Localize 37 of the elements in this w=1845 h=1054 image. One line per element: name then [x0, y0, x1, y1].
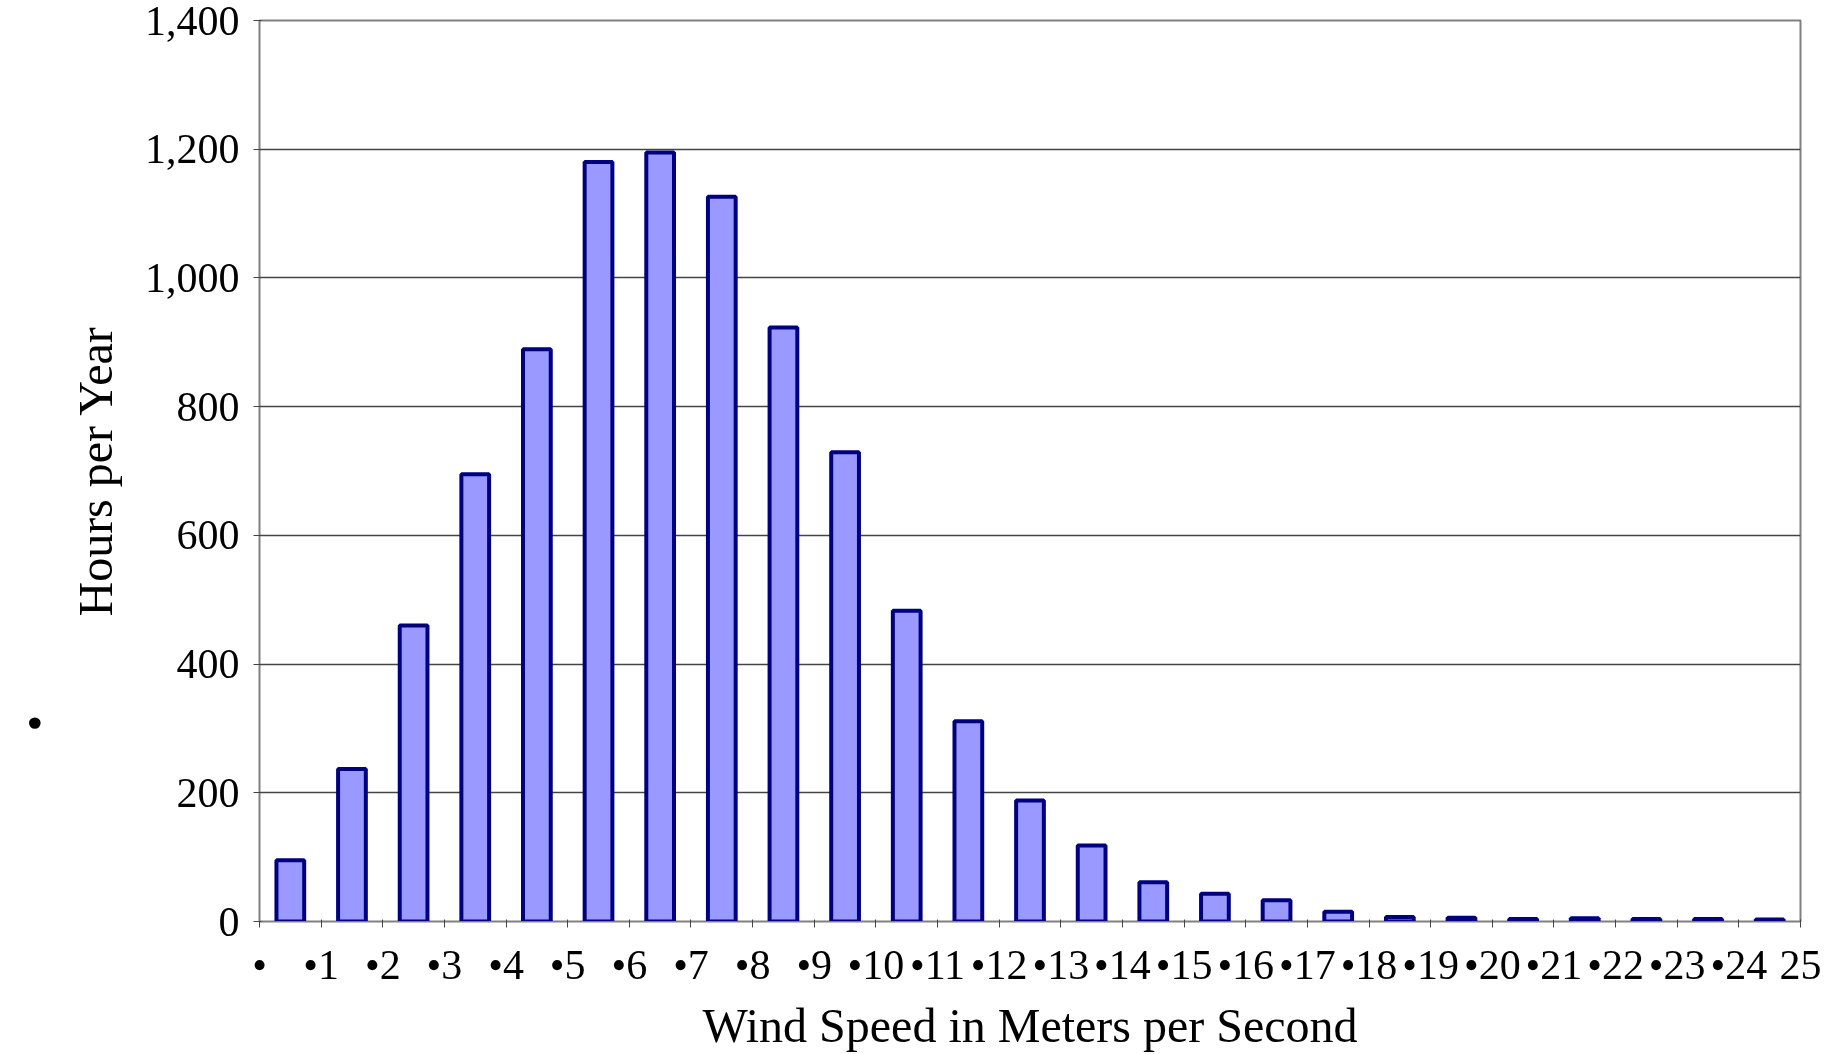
x-tick-label: •11 — [909, 941, 966, 988]
text: • — [7, 714, 61, 732]
x-tick-label: •22 — [1587, 941, 1644, 988]
y-tick-label: 400 — [176, 641, 240, 688]
y-tick-label: 1,200 — [145, 126, 240, 173]
x-axis-title: Wind Speed in Meters per Second — [702, 998, 1358, 1052]
x-tick-label: 25 — [1779, 941, 1822, 988]
x-tick-label: •18 — [1340, 941, 1398, 988]
x-tick-label: • — [252, 941, 267, 988]
y-tick-label: 1,400 — [145, 0, 240, 44]
x-tick-label: •24 — [1710, 941, 1768, 988]
x-tick-label: •19 — [1402, 941, 1460, 988]
x-tick-label: •15 — [1155, 941, 1213, 988]
x-tick-label: •23 — [1648, 941, 1706, 988]
x-tick-label: •8 — [734, 941, 771, 988]
x-tick-label: •17 — [1279, 941, 1336, 988]
y-tick-label: 600 — [176, 512, 240, 559]
x-tick-label: •9 — [796, 941, 833, 988]
x-tick-label: •7 — [673, 941, 709, 988]
x-tick-label: •14 — [1094, 941, 1151, 988]
x-tick-label: •3 — [426, 941, 463, 988]
x-tick-label: •1 — [303, 941, 340, 988]
x-tick-label: •10 — [847, 941, 905, 988]
x-tick-label: •5 — [549, 941, 586, 988]
y-tick-label: 0 — [218, 898, 240, 945]
x-tick-label: •13 — [1032, 941, 1090, 988]
y-tick-label: 800 — [176, 383, 240, 430]
x-tick-label: •6 — [611, 941, 648, 988]
x-tick-label: •16 — [1217, 941, 1275, 988]
x-tick-label: •12 — [970, 941, 1028, 988]
x-tick-label: •4 — [488, 941, 524, 988]
x-tick-label: •2 — [364, 941, 401, 988]
x-tick-label: •20 — [1463, 941, 1521, 988]
y-tick-label: 1,000 — [145, 254, 240, 301]
x-tick-label: •21 — [1525, 941, 1583, 988]
y-tick-label: 200 — [176, 769, 240, 816]
y-axis-title: Hours per Year — [69, 327, 122, 617]
